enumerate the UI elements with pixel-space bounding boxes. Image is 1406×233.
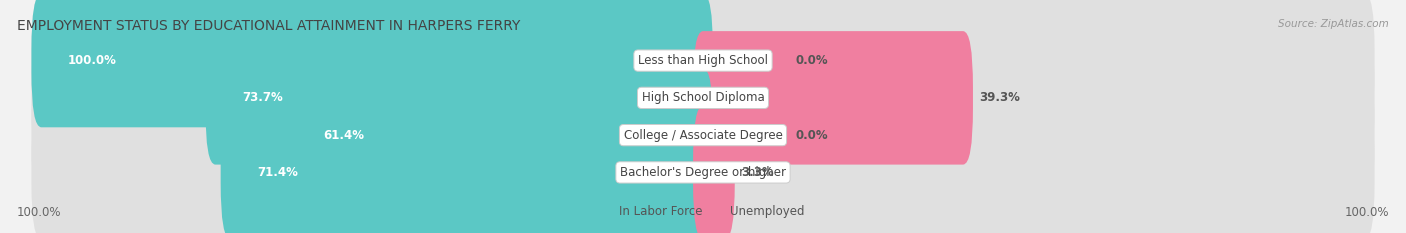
Text: 100.0%: 100.0%	[17, 206, 62, 219]
FancyBboxPatch shape	[693, 0, 1375, 127]
FancyBboxPatch shape	[693, 106, 735, 233]
Text: Less than High School: Less than High School	[638, 54, 768, 67]
Text: 61.4%: 61.4%	[323, 129, 364, 142]
FancyBboxPatch shape	[205, 31, 713, 164]
FancyBboxPatch shape	[221, 106, 713, 233]
FancyBboxPatch shape	[31, 0, 713, 127]
Legend: In Labor Force, Unemployed: In Labor Force, Unemployed	[598, 200, 808, 223]
FancyBboxPatch shape	[287, 69, 713, 202]
Text: 39.3%: 39.3%	[980, 91, 1021, 104]
Text: 0.0%: 0.0%	[796, 129, 828, 142]
Text: 100.0%: 100.0%	[67, 54, 117, 67]
FancyBboxPatch shape	[31, 0, 713, 127]
Text: Bachelor's Degree or higher: Bachelor's Degree or higher	[620, 166, 786, 179]
FancyBboxPatch shape	[31, 69, 713, 202]
FancyBboxPatch shape	[31, 106, 713, 233]
Text: Source: ZipAtlas.com: Source: ZipAtlas.com	[1278, 19, 1389, 29]
Text: College / Associate Degree: College / Associate Degree	[624, 129, 782, 142]
Text: 0.0%: 0.0%	[796, 54, 828, 67]
Text: 100.0%: 100.0%	[1344, 206, 1389, 219]
Text: EMPLOYMENT STATUS BY EDUCATIONAL ATTAINMENT IN HARPERS FERRY: EMPLOYMENT STATUS BY EDUCATIONAL ATTAINM…	[17, 19, 520, 33]
Text: 71.4%: 71.4%	[257, 166, 298, 179]
FancyBboxPatch shape	[693, 69, 1375, 202]
FancyBboxPatch shape	[31, 31, 713, 164]
FancyBboxPatch shape	[693, 31, 1375, 164]
Text: 73.7%: 73.7%	[242, 91, 283, 104]
FancyBboxPatch shape	[693, 106, 1375, 233]
Text: High School Diploma: High School Diploma	[641, 91, 765, 104]
FancyBboxPatch shape	[693, 31, 973, 164]
Text: 3.3%: 3.3%	[741, 166, 773, 179]
